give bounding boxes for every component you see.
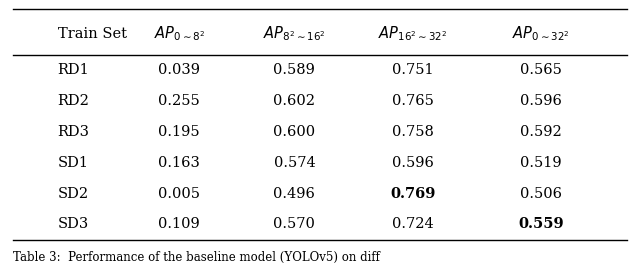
Text: 0.195: 0.195 [158,125,200,139]
Text: Train Set: Train Set [58,27,127,40]
Text: 0.596: 0.596 [520,94,562,108]
Text: 0.765: 0.765 [392,94,434,108]
Text: 0.255: 0.255 [158,94,200,108]
Text: 0.592: 0.592 [520,125,562,139]
Text: 0.769: 0.769 [390,187,435,201]
Text: 0.559: 0.559 [518,217,564,232]
Text: 0.600: 0.600 [273,125,316,139]
Text: 0.596: 0.596 [392,156,434,170]
Text: RD3: RD3 [58,125,90,139]
Text: $\mathit{AP}_{0{\sim}32^2}$: $\mathit{AP}_{0{\sim}32^2}$ [512,24,570,43]
Text: 0.565: 0.565 [520,63,562,77]
Text: 0.005: 0.005 [158,187,200,201]
Text: 0.589: 0.589 [273,63,316,77]
Text: 0.751: 0.751 [392,63,434,77]
Text: 0.570: 0.570 [273,217,316,232]
Text: Table 3:  Performance of the baseline model (YOLOv5) on diff: Table 3: Performance of the baseline mod… [13,251,380,264]
Text: $\mathit{AP}_{0{\sim}8^2}$: $\mathit{AP}_{0{\sim}8^2}$ [154,24,205,43]
Text: 0.758: 0.758 [392,125,434,139]
Text: RD2: RD2 [58,94,90,108]
Text: $\mathit{AP}_{8^2{\sim}16^2}$: $\mathit{AP}_{8^2{\sim}16^2}$ [263,24,326,43]
Text: 0.602: 0.602 [273,94,316,108]
Text: 0.039: 0.039 [158,63,200,77]
Text: $\mathit{AP}_{16^2{\sim}32^2}$: $\mathit{AP}_{16^2{\sim}32^2}$ [378,24,447,43]
Text: RD1: RD1 [58,63,90,77]
Text: 0.506: 0.506 [520,187,562,201]
Text: 0.574: 0.574 [273,156,316,170]
Text: SD3: SD3 [58,217,89,232]
Text: 0.496: 0.496 [273,187,316,201]
Text: 0.724: 0.724 [392,217,434,232]
Text: 0.109: 0.109 [158,217,200,232]
Text: 0.163: 0.163 [158,156,200,170]
Text: SD2: SD2 [58,187,89,201]
Text: SD1: SD1 [58,156,88,170]
Text: 0.519: 0.519 [520,156,562,170]
